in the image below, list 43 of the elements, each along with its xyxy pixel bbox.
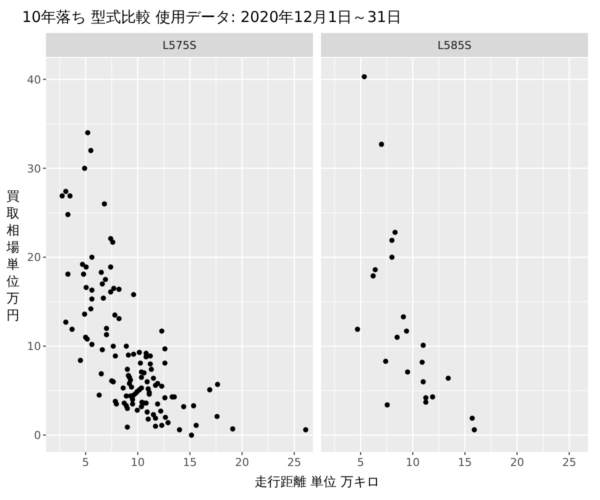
- point: [423, 400, 428, 405]
- y-axis-title: 買取相場単位万円: [6, 190, 20, 324]
- point: [430, 394, 436, 400]
- point: [372, 267, 378, 272]
- y-tick-label: 20: [27, 251, 41, 264]
- x-tick-label: 15: [458, 456, 472, 469]
- y-tick-label: 30: [27, 162, 41, 176]
- point: [394, 334, 400, 340]
- point: [400, 314, 406, 320]
- point: [383, 358, 388, 364]
- point: [446, 376, 451, 381]
- point: [404, 328, 410, 334]
- x-tick-label: 20: [510, 456, 524, 469]
- chart-subtitle: L575S: [162, 39, 197, 52]
- point: [420, 342, 426, 348]
- x-tick-label: 15: [182, 456, 197, 469]
- point: [420, 360, 425, 365]
- x-tick-label: 5: [357, 456, 364, 469]
- point: [362, 74, 367, 80]
- point: [378, 142, 384, 147]
- x-tick-label: 10: [130, 456, 145, 469]
- point: [392, 230, 398, 235]
- point: [384, 402, 390, 408]
- y-tick-label: 10: [27, 340, 41, 354]
- chart-title: 10年落ち 型式比較 使用データ: 2020年12月1日～31日: [22, 8, 402, 26]
- x-axis-title: 走行距離 単位 万キロ: [254, 475, 380, 490]
- point: [370, 273, 376, 278]
- y-tick-label: 0: [34, 429, 41, 442]
- x-tick-label: 25: [287, 456, 302, 469]
- point: [404, 369, 410, 375]
- point: [354, 326, 360, 332]
- point: [389, 254, 395, 260]
- point: [472, 427, 477, 432]
- point: [470, 416, 475, 421]
- point: [389, 238, 395, 243]
- x-tick-label: 10: [406, 456, 420, 469]
- x-tick-label: 20: [235, 456, 250, 469]
- x-tick-label: 25: [562, 456, 576, 469]
- y-tick-label: 40: [27, 73, 41, 86]
- point: [423, 395, 428, 400]
- x-tick-label: 5: [82, 456, 90, 469]
- point: [420, 379, 426, 384]
- chart-subtitle: L585S: [437, 39, 472, 52]
